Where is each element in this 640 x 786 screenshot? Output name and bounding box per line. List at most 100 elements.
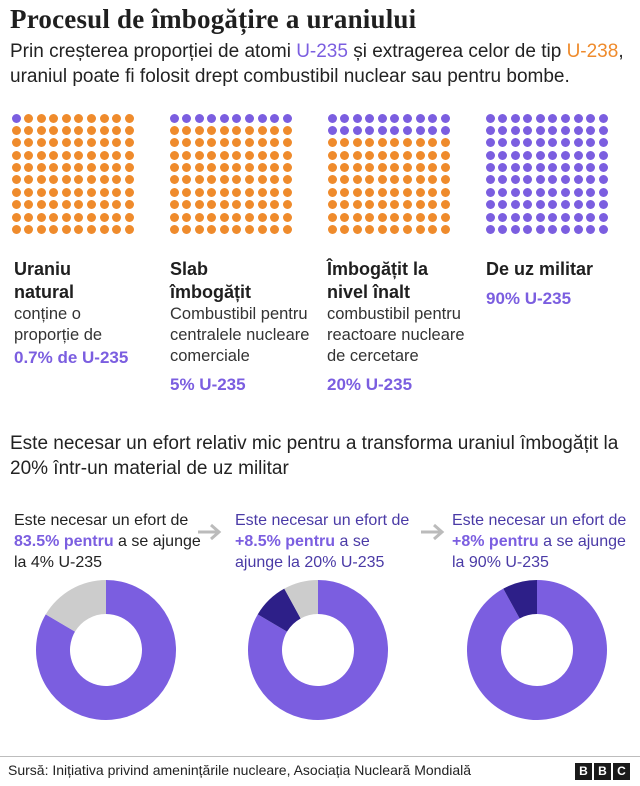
u238-dot [87, 187, 97, 197]
u235-dot [548, 150, 558, 160]
u238-dot [403, 187, 413, 197]
u238-dot [257, 125, 267, 135]
u238-dot [245, 163, 255, 173]
u238-dot [11, 187, 21, 197]
u235-dot [598, 187, 608, 197]
u235-dot [523, 138, 533, 148]
u238-dot [415, 163, 425, 173]
u238-dot [87, 150, 97, 160]
u235-dot [440, 113, 450, 123]
arrow-right-icon [198, 523, 222, 541]
u238-dot [352, 225, 362, 235]
u238-dot [270, 200, 280, 210]
u235-dot [498, 113, 508, 123]
u235-highlight: U-235 [296, 41, 348, 62]
u238-dot [182, 175, 192, 185]
category-title: Uraniu natural [14, 259, 75, 302]
u238-dot [270, 163, 280, 173]
u238-dot [99, 175, 109, 185]
u238-dot [219, 187, 229, 197]
u235-dot [586, 225, 596, 235]
u235-dot [485, 187, 495, 197]
u238-dot [232, 163, 242, 173]
u238-dot [219, 138, 229, 148]
u235-dot [586, 150, 596, 160]
u235-dot [498, 212, 508, 222]
donut-slice-new [467, 580, 607, 720]
u238-dot [282, 200, 292, 210]
u238-dot [327, 187, 337, 197]
u238-dot [49, 113, 59, 123]
u238-dot [194, 138, 204, 148]
u238-dot [49, 138, 59, 148]
u238-dot [390, 200, 400, 210]
u235-dot [523, 113, 533, 123]
u238-dot [124, 150, 134, 160]
u238-dot [169, 225, 179, 235]
u238-dot [232, 175, 242, 185]
u238-dot [257, 150, 267, 160]
u238-dot [257, 163, 267, 173]
u238-dot [390, 212, 400, 222]
u238-dot [352, 200, 362, 210]
u238-dot [340, 200, 350, 210]
dot-grid-high [326, 112, 452, 246]
intro-part-2: și extragerea celor de tip [347, 41, 567, 62]
u238-dot [245, 175, 255, 185]
u238-dot [87, 113, 97, 123]
u238-dot [61, 225, 71, 235]
u238-dot [365, 200, 375, 210]
u238-dot [415, 187, 425, 197]
u235-dot [390, 113, 400, 123]
u238-dot [49, 200, 59, 210]
u235-dot [535, 113, 545, 123]
logo-letter: C [613, 763, 630, 780]
u238-dot [74, 187, 84, 197]
u235-dot [232, 113, 242, 123]
u238-dot [232, 212, 242, 222]
u238-dot [61, 212, 71, 222]
u235-dot [523, 200, 533, 210]
u238-dot [24, 175, 34, 185]
u238-dot [99, 125, 109, 135]
u238-dot [219, 163, 229, 173]
u238-dot [415, 138, 425, 148]
u238-dot [352, 163, 362, 173]
u238-dot [207, 138, 217, 148]
u235-dot [498, 225, 508, 235]
u235-dot [535, 187, 545, 197]
donut-chart-2 [248, 580, 388, 720]
u238-dot [270, 175, 280, 185]
u238-dot [352, 212, 362, 222]
u238-dot [390, 175, 400, 185]
u238-dot [36, 187, 46, 197]
u238-dot [112, 187, 122, 197]
u238-dot [440, 175, 450, 185]
u235-dot [510, 212, 520, 222]
u238-dot [124, 113, 134, 123]
u238-dot [74, 163, 84, 173]
u238-dot [36, 150, 46, 160]
u235-dot [485, 212, 495, 222]
u238-dot [415, 200, 425, 210]
effort-post: a se ajunge la 20% U-235 [235, 533, 385, 571]
u235-dot [561, 125, 571, 135]
u238-dot [24, 225, 34, 235]
u238-dot [124, 125, 134, 135]
u235-dot [510, 200, 520, 210]
donut-slice-new [248, 580, 388, 720]
u238-dot [194, 125, 204, 135]
u238-dot [207, 163, 217, 173]
u238-dot [352, 150, 362, 160]
u235-dot [327, 113, 337, 123]
u235-dot [598, 150, 608, 160]
u238-dot [112, 212, 122, 222]
u235-dot [523, 175, 533, 185]
u235-dot [561, 150, 571, 160]
u238-dot [24, 187, 34, 197]
u238-dot [207, 225, 217, 235]
effort-post: a se ajunge la 90% U-235 [452, 533, 626, 571]
effort-pct: +8.5% pentru [235, 533, 336, 550]
u238-dot [428, 175, 438, 185]
category-military: De uz militar 90% U-235 [486, 258, 638, 311]
